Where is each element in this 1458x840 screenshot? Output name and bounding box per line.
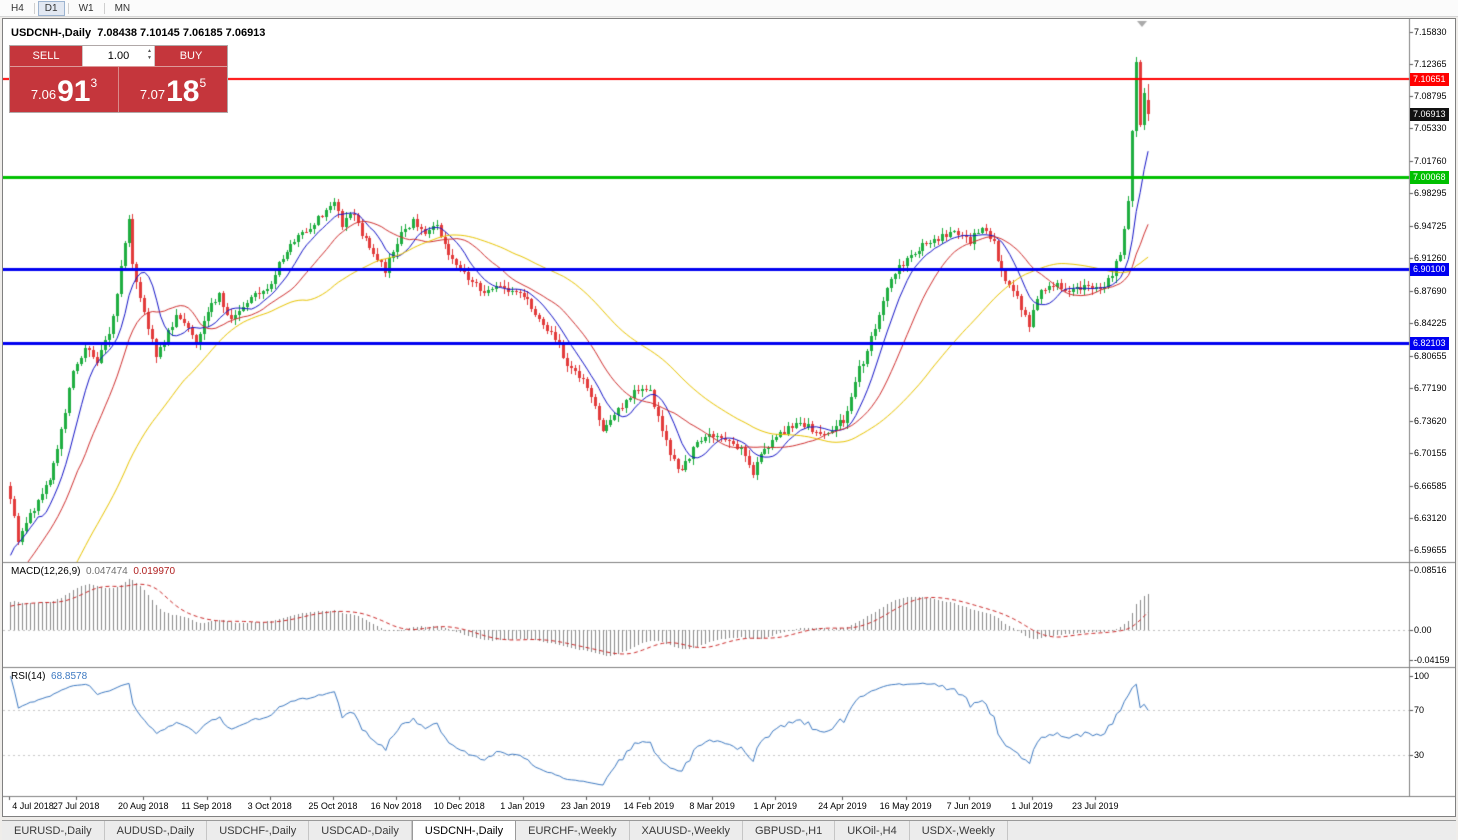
rsi-axis-label: 30 [1414,750,1425,761]
rsi-label-text: RSI(14) [11,671,46,682]
price-tick-label: 6.91260 [1414,253,1447,264]
chart-tab-gbpusd-h1[interactable]: GBPUSD-,H1 [743,821,836,840]
sell-price-prefix: 7.06 [30,87,57,102]
price-tick-label: 6.73620 [1414,415,1447,426]
price-tick-label: 7.05330 [1414,123,1447,134]
date-axis-label: 1 Apr 2019 [753,801,798,811]
volume-value: 1.00 [107,50,130,62]
date-axis-label: 16 Nov 2018 [370,801,422,811]
chart-ohlc-values: 7.08438 7.10145 7.06185 7.06913 [97,27,266,39]
chart-tab-eurusd-daily[interactable]: EURUSD-,Daily [2,821,105,840]
toolbar-separator [103,2,105,14]
chart-tab-xauusd-weekly[interactable]: XAUUSD-,Weekly [630,821,743,840]
current-price-label: 7.06913 [1410,107,1449,121]
chart-tab-eurchf-weekly[interactable]: EURCHF-,Weekly [516,821,630,840]
date-axis-label: 20 Aug 2018 [118,801,169,811]
date-axis-label: 16 May 2019 [879,801,932,811]
price-level-label: 7.00068 [1410,170,1449,184]
chart-tab-usdchf-daily[interactable]: USDCHF-,Daily [207,821,310,840]
price-tick-label: 6.59655 [1414,544,1447,555]
rsi-value: 68.8578 [51,671,88,682]
macd-main-value: 0.047474 [86,566,128,577]
rsi-axis-label: 70 [1414,704,1425,715]
price-level-label: 6.90100 [1410,262,1449,276]
price-tick-label: 6.77190 [1414,382,1447,393]
date-axis-label: 14 Feb 2019 [623,801,675,811]
volume-spinner[interactable]: ▲ ▼ [147,48,152,62]
buy-price-pipette: 5 [199,76,207,90]
price-tick-label: 6.80655 [1414,350,1447,361]
timeframe-mn-button[interactable]: MN [107,0,138,16]
date-axis-label: 27 Jul 2018 [52,801,100,811]
spinner-down-icon[interactable]: ▼ [147,55,152,61]
price-tick-label: 7.15830 [1414,26,1447,37]
sell-button[interactable]: SELL [10,46,82,66]
price-tick-label: 6.70155 [1414,447,1447,458]
toolbar-separator [67,2,69,14]
buy-price-display[interactable]: 7.07 18 5 [118,67,227,112]
sell-price-pipette: 3 [90,76,98,90]
price-tick-label: 7.08795 [1414,91,1447,102]
macd-signal-value: 0.019970 [133,566,176,577]
sell-price-big: 91 [57,75,91,108]
timeframe-h4-button[interactable]: H4 [4,0,31,16]
date-axis-label: 24 Apr 2019 [818,801,867,811]
buy-price-prefix: 7.07 [139,87,166,102]
date-axis-label: 11 Sep 2018 [181,801,232,811]
price-tick-label: 6.84225 [1414,317,1447,328]
macd-indicator-readout: MACD(12,26,9) 0.047474 0.019970 [11,566,175,577]
price-chart-canvas[interactable] [3,19,1455,816]
date-axis-label: 8 Mar 2019 [689,801,735,811]
price-tick-label: 6.94725 [1414,221,1447,232]
chart-tab-usdx-weekly[interactable]: USDX-,Weekly [910,821,1008,840]
price-tick-label: 6.66585 [1414,480,1447,491]
one-click-trading-panel: SELL 1.00 ▲ ▼ BUY 7.06 91 3 7.07 18 5 [9,45,228,113]
spinner-up-icon[interactable]: ▲ [147,48,152,54]
volume-input[interactable]: 1.00 ▲ ▼ [82,46,155,66]
price-tick-label: 6.63120 [1414,512,1447,523]
date-axis-label: 10 Dec 2018 [433,801,485,811]
macd-axis-label: -0.04159 [1414,654,1450,665]
chart-ohlc-readout: USDCNH-,Daily 7.08438 7.10145 7.06185 7.… [11,27,265,39]
date-axis-label: 7 Jun 2019 [946,801,992,811]
chart-tab-ukoil-h4[interactable]: UKOil-,H4 [835,821,910,840]
price-level-label: 6.82103 [1410,336,1449,350]
chart-tab-usdcad-daily[interactable]: USDCAD-,Daily [309,821,412,840]
date-axis-label: 25 Oct 2018 [308,801,358,811]
date-axis-label: 23 Jan 2019 [560,801,611,811]
chart-tab-usdcnh-daily[interactable]: USDCNH-,Daily [411,821,517,840]
date-axis-label: 4 Jul 2018 [12,801,54,811]
rsi-axis-label: 100 [1414,671,1430,681]
price-level-label: 7.10651 [1410,73,1449,87]
macd-axis-label: 0.00 [1414,625,1432,636]
macd-label-text: MACD(12,26,9) [11,566,81,577]
date-axis-label: 1 Jan 2019 [500,801,545,811]
macd-axis-label: 0.08516 [1414,564,1447,575]
buy-price-big: 18 [166,75,200,108]
chart-tab-audusd-daily[interactable]: AUDUSD-,Daily [105,821,208,840]
date-axis-label: 3 Oct 2018 [247,801,292,811]
price-tick-label: 6.98295 [1414,188,1447,199]
date-axis-label: 23 Jul 2019 [1071,801,1119,811]
chart-symbol-title: USDCNH-,Daily [11,27,92,39]
price-tick-label: 7.01760 [1414,156,1447,167]
price-tick-label: 6.87690 [1414,286,1447,297]
timeframe-toolbar: H4 D1 W1 MN [0,0,1458,17]
price-tick-label: 7.12365 [1414,58,1447,69]
toolbar-separator [33,2,35,14]
timeframe-d1-button[interactable]: D1 [37,0,65,16]
timeframe-w1-button[interactable]: W1 [71,0,101,16]
sell-price-display[interactable]: 7.06 91 3 [10,67,118,112]
rsi-indicator-readout: RSI(14) 68.8578 [11,671,87,682]
date-axis-label: 1 Jul 2019 [1011,801,1053,811]
chart-tabs-bar: EURUSD-,Daily AUDUSD-,Daily USDCHF-,Daily U… [2,820,1456,840]
buy-button[interactable]: BUY [155,46,227,66]
chart-window: USDCNH-,Daily 7.08438 7.10145 7.06185 7.… [2,18,1456,817]
